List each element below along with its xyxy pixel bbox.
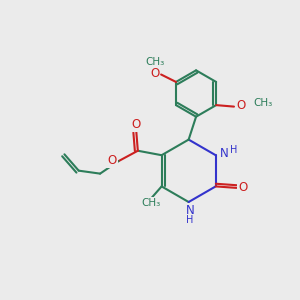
Text: O: O (236, 99, 245, 112)
Text: N: N (220, 147, 228, 160)
Text: CH₃: CH₃ (142, 198, 161, 208)
Text: CH₃: CH₃ (145, 57, 164, 67)
Text: H: H (186, 215, 194, 225)
Text: O: O (150, 67, 159, 80)
Text: O: O (132, 118, 141, 131)
Text: CH₃: CH₃ (253, 98, 272, 108)
Text: H: H (230, 145, 238, 155)
Text: N: N (186, 204, 194, 217)
Text: O: O (238, 182, 247, 194)
Text: O: O (107, 154, 117, 167)
